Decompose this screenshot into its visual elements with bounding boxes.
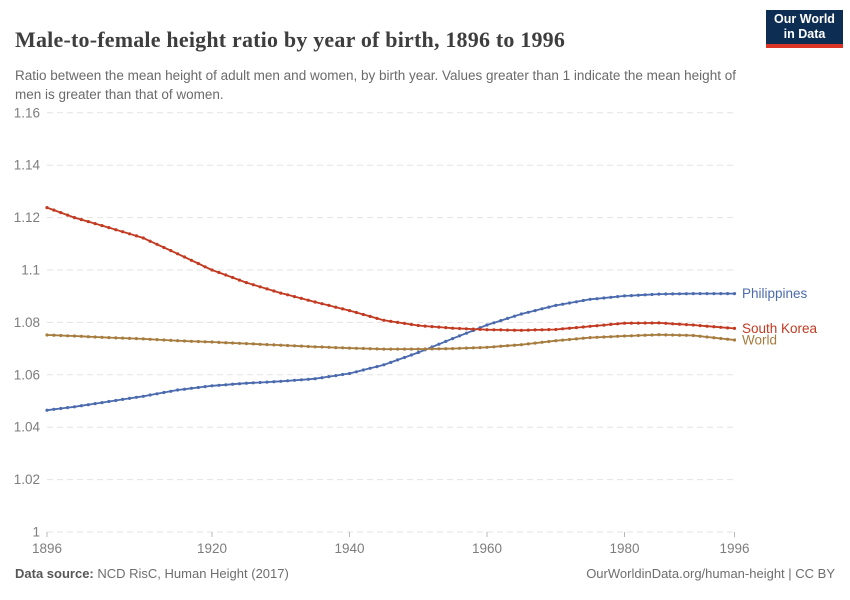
series-label-philippines[interactable]: Philippines — [742, 286, 808, 301]
data-source-text: NCD RisC, Human Height (2017) — [93, 566, 289, 581]
series-philippines[interactable] — [45, 292, 737, 412]
series-world[interactable] — [45, 333, 737, 351]
svg-text:1.04: 1.04 — [14, 420, 41, 435]
svg-text:1.08: 1.08 — [14, 315, 40, 330]
x-axis-labels: 1896 1920 1940 1960 1980 1996 — [32, 541, 750, 556]
series-label-world[interactable]: World — [742, 332, 777, 347]
series-south-korea[interactable] — [45, 206, 737, 332]
chart-footer: Data source: NCD RisC, Human Height (201… — [15, 566, 835, 586]
svg-text:1.14: 1.14 — [14, 158, 41, 173]
data-source-label: Data source: — [15, 566, 94, 581]
owid-logo-line1: Our World — [774, 12, 835, 26]
x-axis-ticks — [46, 532, 735, 537]
svg-text:1940: 1940 — [334, 541, 364, 556]
owid-logo[interactable]: Our World in Data — [766, 10, 843, 48]
data-source-note: Data source: NCD RisC, Human Height (201… — [15, 566, 289, 581]
svg-text:1896: 1896 — [32, 541, 62, 556]
credit-link[interactable]: OurWorldinData.org/human-height | CC BY — [586, 566, 835, 581]
series-label-south-korea[interactable]: South Korea — [742, 321, 818, 336]
svg-text:1980: 1980 — [609, 541, 639, 556]
chart-subtitle: Ratio between the mean height of adult m… — [15, 67, 736, 103]
svg-text:1: 1 — [32, 525, 40, 540]
svg-text:1996: 1996 — [719, 541, 749, 556]
page-title: Male-to-female height ratio by year of b… — [15, 26, 566, 52]
owid-logo-line2: in Data — [783, 27, 826, 41]
svg-text:1.06: 1.06 — [14, 367, 40, 382]
svg-text:1.1: 1.1 — [21, 263, 40, 278]
svg-text:1.16: 1.16 — [14, 105, 40, 120]
svg-text:1960: 1960 — [472, 541, 502, 556]
y-axis-labels: 1.16 1.14 1.12 1.1 1.08 1.06 1.04 1.02 1 — [14, 105, 41, 539]
svg-text:1.12: 1.12 — [14, 210, 40, 225]
svg-text:1.02: 1.02 — [14, 472, 40, 487]
svg-text:1920: 1920 — [197, 541, 227, 556]
